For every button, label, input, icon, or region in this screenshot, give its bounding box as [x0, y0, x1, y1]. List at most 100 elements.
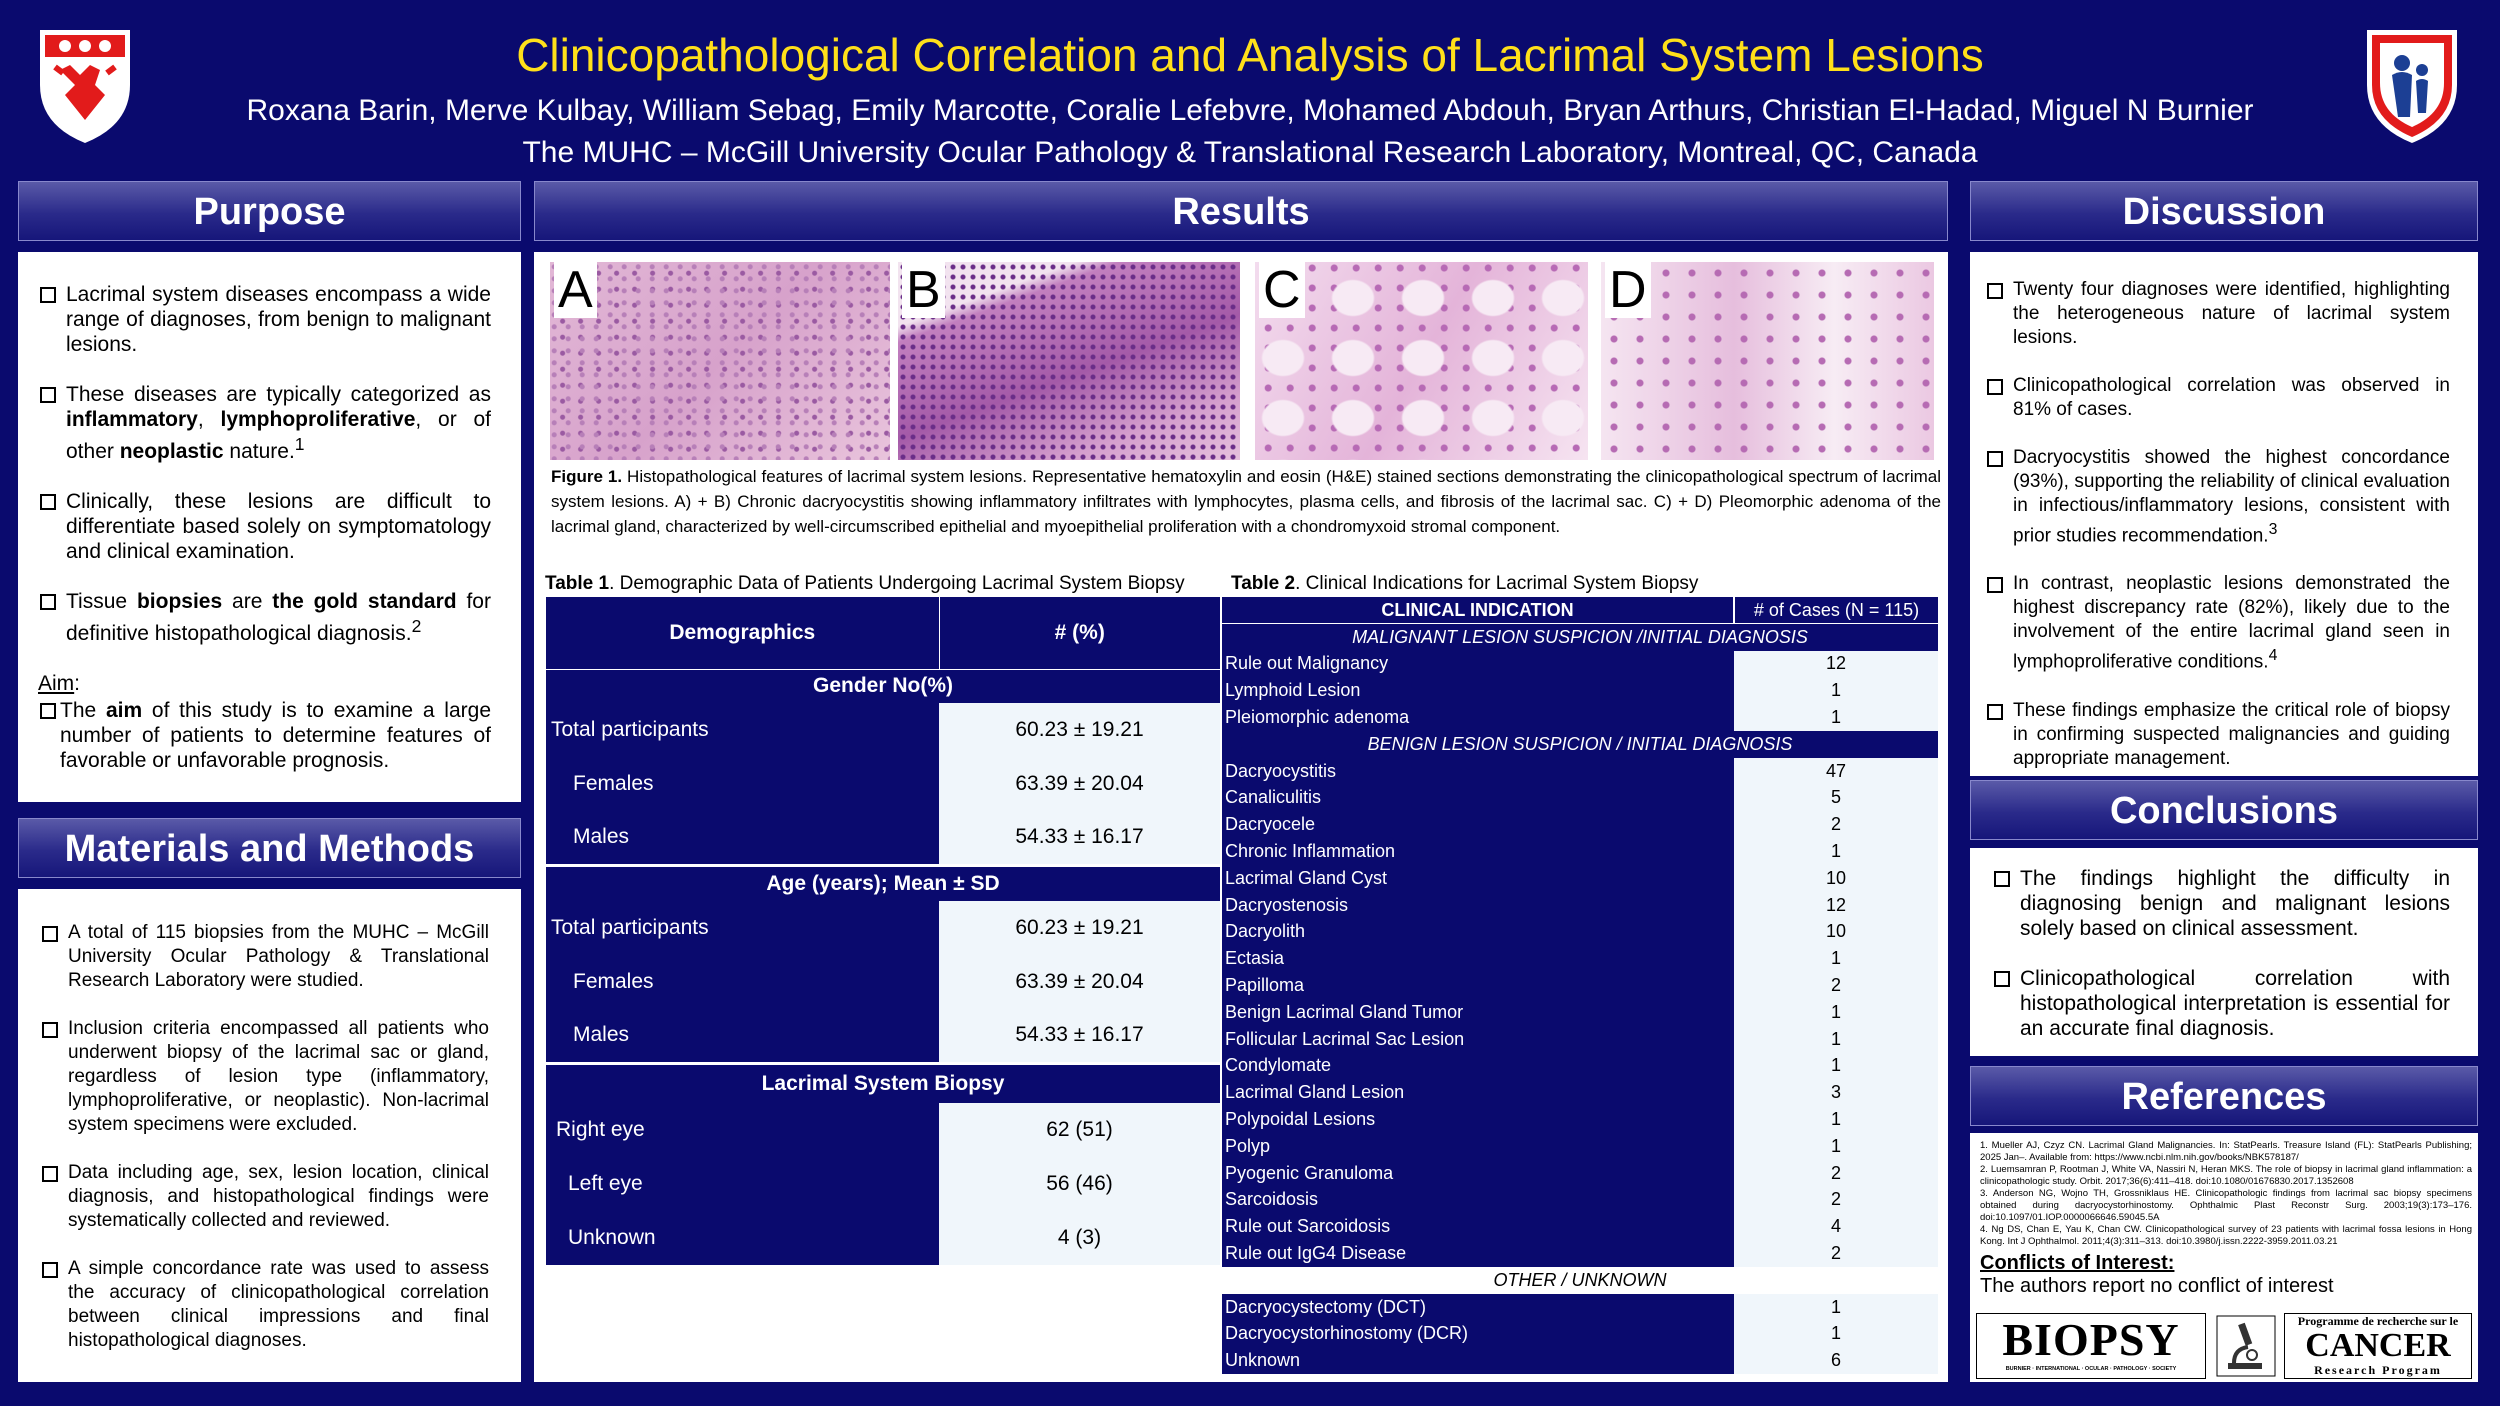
list-item: Clinicopathological correlation with his…: [1992, 966, 2450, 1041]
list-item: Tissue biopsies are the gold standard fo…: [38, 589, 491, 646]
panel-label: A: [554, 262, 597, 318]
panel-label: D: [1605, 262, 1651, 318]
methods-panel: A total of 115 biopsies from the MUHC – …: [18, 889, 521, 1382]
discussion-heading: Discussion: [1970, 181, 2478, 241]
group-header: Age (years); Mean ± SD: [546, 863, 1220, 901]
table-row: Condylomate 1: [1222, 1052, 1938, 1080]
table-row: Pyogenic Granuloma 2: [1222, 1159, 1938, 1187]
group-row: Gender No(%): [546, 669, 1220, 703]
table-row: Ectasia 1: [1222, 945, 1938, 973]
list-item: Clinically, these lesions are difficult …: [38, 489, 491, 564]
panel-label: C: [1259, 262, 1305, 318]
list-item: Lacrimal system diseases encompass a wid…: [38, 282, 491, 357]
group-header: OTHER / UNKNOWN: [1222, 1266, 1938, 1294]
cancer-program-logo: Programme de recherche sur le CANCER Res…: [2284, 1313, 2472, 1379]
biopsy-logo: BIOPSY BURNIER · INTERNATIONAL · OCULAR …: [1976, 1313, 2206, 1379]
table-row: Chronic Inflammation 1: [1222, 838, 1938, 865]
table-row: Benign Lacrimal Gland Tumor 1: [1222, 998, 1938, 1026]
table-row: Sarcoidosis 2: [1222, 1186, 1938, 1214]
table-row: Dacryocele 2: [1222, 811, 1938, 839]
table-row: Canaliculitis 5: [1222, 784, 1938, 812]
group-row: BENIGN LESION SUSPICION / INITIAL DIAGNO…: [1222, 730, 1938, 758]
table-header-row: Demographics # (%): [546, 597, 1220, 669]
group-row: MALIGNANT LESION SUSPICION /INITIAL DIAG…: [1222, 623, 1938, 651]
column-header: # of Cases (N = 115): [1734, 597, 1938, 624]
column-header: CLINICAL INDICATION: [1222, 597, 1735, 624]
table-row: Males 54.33 ± 16.17: [546, 811, 1220, 865]
reference-item: 2. Luemsamran P, Rootman J, White VA, Na…: [1980, 1164, 2472, 1187]
histology-image-c: C: [1255, 262, 1588, 460]
table-row: Females 63.39 ± 20.04: [546, 757, 1220, 811]
conclusions-heading: Conclusions: [1970, 780, 2478, 840]
table-row: Unknown 6: [1222, 1347, 1938, 1375]
references-panel: 1. Mueller AJ, Czyz CN. Lacrimal Gland M…: [1970, 1133, 2478, 1382]
aim-block: Aim:: [38, 672, 81, 695]
list-item: Twenty four diagnoses were identified, h…: [1985, 278, 2450, 350]
table-row: Lacrimal Gland Lesion 3: [1222, 1079, 1938, 1107]
table-row: Lacrimal Gland Cyst 10: [1222, 864, 1938, 892]
list-item: A total of 115 biopsies from the MUHC – …: [40, 921, 489, 993]
table-row: Polypoidal Lesions 1: [1222, 1106, 1938, 1133]
purpose-heading: Purpose: [18, 181, 521, 241]
column-header: # (%): [939, 597, 1220, 669]
affiliation: The MUHC – McGill University Ocular Path…: [522, 136, 1978, 169]
panel-label: B: [902, 262, 945, 318]
list-item: A simple concordance rate was used to as…: [40, 1257, 489, 1353]
list-item: Dacryocystitis showed the highest concor…: [1985, 446, 2450, 548]
poster-header: Clinicopathological Correlation and Anal…: [0, 0, 2500, 180]
group-row: Age (years); Mean ± SD: [546, 863, 1220, 901]
aim-label: Aim: [38, 672, 75, 695]
table-row: Lymphoid Lesion 1: [1222, 677, 1938, 705]
reference-item: 1. Mueller AJ, Czyz CN. Lacrimal Gland M…: [1980, 1140, 2472, 1163]
histology-image-b: B: [898, 262, 1240, 460]
table-header-row: CLINICAL INDICATION # of Cases (N = 115): [1222, 597, 1938, 624]
table-row: Dacryolith 10: [1222, 918, 1938, 946]
poster-title: Clinicopathological Correlation and Anal…: [516, 29, 1984, 81]
list-item: The findings highlight the difficulty in…: [1992, 866, 2450, 941]
table-row: Dacryostenosis 12: [1222, 891, 1938, 919]
table-row: Rule out Sarcoidosis 4: [1222, 1213, 1938, 1241]
figure-caption: Figure 1. Histopathological features of …: [551, 467, 1941, 536]
table-row: Left eye 56 (46): [546, 1157, 1220, 1211]
coi-heading: Conflicts of Interest:: [1980, 1252, 2175, 1274]
table-row: Rule out IgG4 Disease 2: [1222, 1240, 1938, 1267]
table-row: Dacryocystitis 47: [1222, 757, 1938, 785]
mcgill-crest-icon: [40, 30, 130, 143]
microscope-icon: [2216, 1315, 2276, 1377]
reference-list: 1. Mueller AJ, Czyz CN. Lacrimal Gland M…: [1980, 1140, 2472, 1248]
histology-image-d: D: [1601, 262, 1934, 460]
footer-logos: BIOPSY BURNIER · INTERNATIONAL · OCULAR …: [1976, 1313, 2472, 1379]
clinical-indications-table: CLINICAL INDICATION # of Cases (N = 115)…: [1222, 597, 1938, 1375]
purpose-panel: Lacrimal system diseases encompass a wid…: [18, 252, 521, 802]
group-header: MALIGNANT LESION SUSPICION /INITIAL DIAG…: [1222, 623, 1938, 651]
group-header: BENIGN LESION SUSPICION / INITIAL DIAGNO…: [1222, 730, 1938, 758]
muhc-shield-icon: [2367, 30, 2457, 143]
column-header: Demographics: [546, 597, 940, 669]
group-header: Lacrimal System Biopsy: [546, 1061, 1220, 1103]
demographics-table: Demographics # (%) Gender No(%) Total pa…: [546, 597, 1220, 1265]
list-item: These findings emphasize the critical ro…: [1985, 699, 2450, 771]
references-heading: References: [1970, 1066, 2478, 1126]
reference-item: 4. Ng DS, Chan E, Yau K, Chan CW. Clinic…: [1980, 1224, 2472, 1247]
list-item: Inclusion criteria encompassed all patie…: [40, 1017, 489, 1137]
coi-text: The authors report no conflict of intere…: [1980, 1275, 2334, 1297]
methods-heading: Materials and Methods: [18, 818, 521, 878]
table-row: Females 63.39 ± 20.04: [546, 955, 1220, 1009]
group-row: OTHER / UNKNOWN: [1222, 1266, 1938, 1294]
histology-image-a: A: [550, 262, 890, 460]
table-row: Polyp 1: [1222, 1132, 1938, 1160]
table-row: Dacryocystectomy (DCT) 1: [1222, 1293, 1938, 1321]
list-item: Data including age, sex, lesion location…: [40, 1161, 489, 1233]
table2-caption: Table 2. Clinical Indications for Lacrim…: [1231, 573, 1699, 594]
table-row: Total participants 60.23 ± 19.21: [546, 703, 1220, 757]
table-row: Follicular Lacrimal Sac Lesion 1: [1222, 1025, 1938, 1053]
table1-caption: Table 1. Demographic Data of Patients Un…: [545, 573, 1185, 594]
table-row: Rule out Malignancy 12: [1222, 650, 1938, 678]
list-item: Clinicopathological correlation was obse…: [1985, 374, 2450, 422]
conclusions-list: The findings highlight the difficulty in…: [1992, 866, 2450, 1041]
table-row: Unknown 4 (3): [546, 1211, 1220, 1265]
table-row: Total participants 60.23 ± 19.21: [546, 901, 1220, 955]
methods-list: A total of 115 biopsies from the MUHC – …: [40, 921, 489, 1353]
discussion-list: Twenty four diagnoses were identified, h…: [1985, 278, 2450, 771]
conclusions-panel: The findings highlight the difficulty in…: [1970, 848, 2478, 1056]
